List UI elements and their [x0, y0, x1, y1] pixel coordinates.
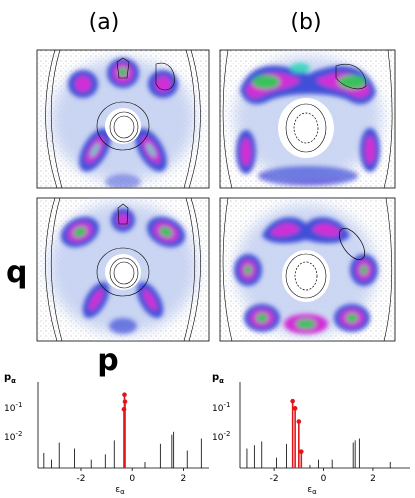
spectrum-a-xtick-label-1: 0 — [129, 474, 135, 484]
spectrum-b-red-marker-2 — [296, 419, 302, 424]
spectrum-b-red-stems — [290, 398, 304, 468]
spectrum-a-ytick-2: 10-2 — [4, 430, 22, 443]
spectrum-a: -2 0 2 pα 10-1 10-2 εα — [4, 372, 209, 496]
phase-space-b-bottom — [219, 197, 396, 342]
spectrum-a-black-stems — [43, 431, 202, 468]
axis-label-q: q — [6, 255, 27, 290]
spectrum-b-red-marker-0 — [290, 398, 295, 404]
spectrum-b-xtick-label-2: 2 — [370, 474, 376, 484]
spectrum-b-red-marker-1 — [292, 406, 298, 411]
spectrum-a-xtick-label-2: 2 — [181, 474, 187, 484]
spectrum-a-red-stems — [121, 392, 128, 468]
spectrum-b-xlabel: εα — [307, 485, 317, 496]
spectrum-a-red-marker-2 — [121, 406, 127, 412]
spectrum-a-x-ticks: -2 0 2 — [76, 468, 186, 484]
spectrum-a-ytick-1: 10-1 — [4, 401, 22, 414]
spectrum-b-ytick-2: 10-2 — [212, 430, 230, 443]
spectrum-b-black-stems — [246, 438, 391, 468]
phase-space-b-top — [219, 49, 396, 189]
spectrum-a-xtick-label-0: -2 — [76, 474, 85, 484]
axis-label-p: p — [97, 343, 118, 378]
spectrum-b-ytick-1: 10-1 — [212, 401, 230, 414]
spectrum-b-xtick-label-0: -2 — [270, 474, 279, 484]
spectrum-b-red-marker-3 — [298, 449, 304, 454]
spectrum-a-ylabel: pα — [4, 372, 16, 385]
panel-label-b: (b) — [290, 10, 321, 35]
spectrum-a-red-marker-1 — [122, 399, 128, 404]
panel-label-a: (a) — [89, 10, 120, 35]
spectrum-a-red-marker-0 — [122, 392, 127, 397]
phase-space-a-bottom — [36, 197, 210, 342]
spectrum-b-ylabel: pα — [212, 372, 224, 385]
spectrum-a-xlabel: εα — [115, 485, 125, 496]
spectrum-b: -2 0 2 pα 10-1 10-2 εα — [212, 372, 410, 496]
spectrum-b-x-ticks: -2 0 2 — [270, 468, 376, 484]
phase-space-a-top — [36, 49, 210, 189]
spectrum-b-xtick-label-1: 0 — [321, 474, 327, 484]
